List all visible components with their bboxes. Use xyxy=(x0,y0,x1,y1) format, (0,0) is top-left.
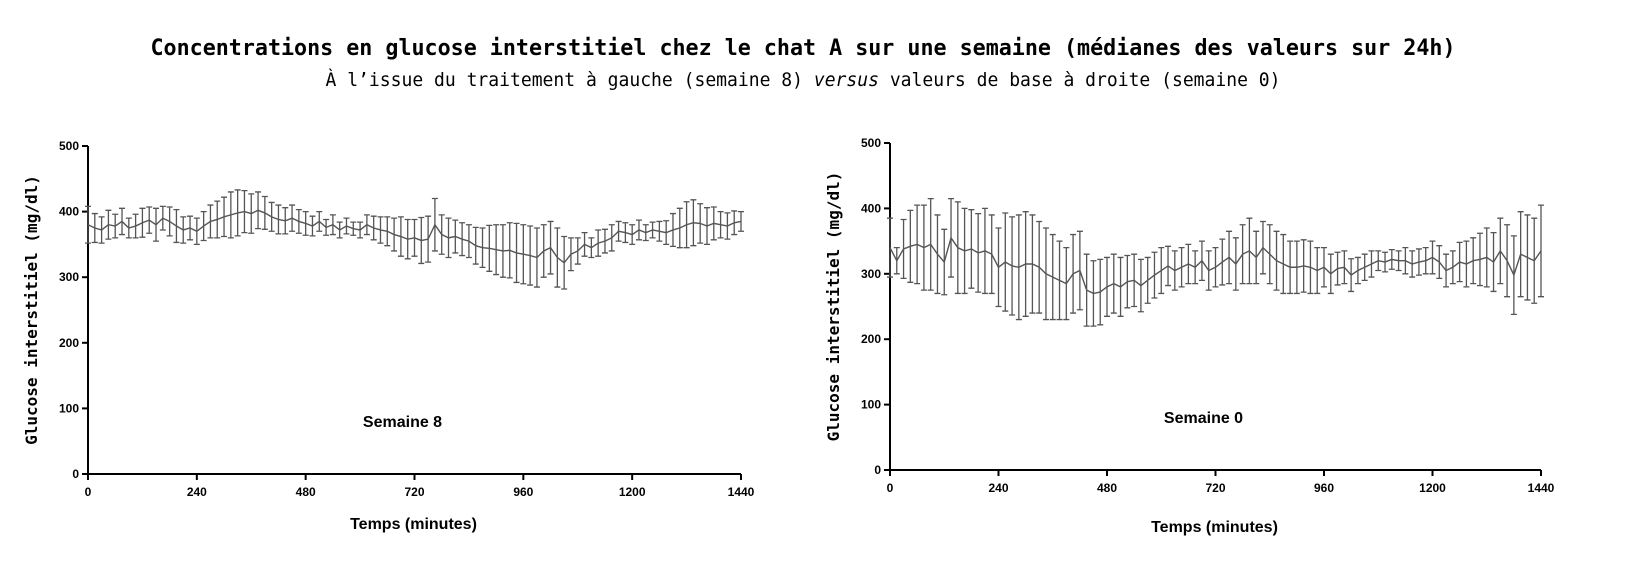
panel: 0 100 200 300 400 500 0 240 480 720 960 1200 1440 Tem… xyxy=(824,136,1555,536)
x-tick-label: 960 xyxy=(1314,481,1334,495)
annotation: Semaine 8 xyxy=(363,414,442,431)
page-title: Concentrations en glucose interstitiel c… xyxy=(151,36,1456,61)
panel: 0 100 200 300 400 500 0 240 480 720 960 1200 1440 Tem… xyxy=(22,139,755,533)
y-tick-label: 200 xyxy=(861,332,881,346)
y-tick-label: 200 xyxy=(59,336,79,350)
y-axis-label: Glucose interstitiel (mg/dl) xyxy=(22,175,41,445)
y-tick-label: 0 xyxy=(72,467,79,481)
x-axis-label: Temps (minutes) xyxy=(350,516,477,533)
y-tick-label: 400 xyxy=(59,205,79,219)
y-axis-label: Glucose interstitiel (mg/dl) xyxy=(824,172,843,442)
y-tick-label: 500 xyxy=(59,139,79,153)
x-axis-label: Temps (minutes) xyxy=(1151,519,1278,536)
x-tick-label: 480 xyxy=(296,485,316,499)
x-tick-label: 1440 xyxy=(728,485,755,499)
subtitle-part: versus xyxy=(814,69,879,91)
y-tick-label: 300 xyxy=(59,270,79,284)
subtitle-part: À l’issue du traitement à gauche (semain… xyxy=(326,68,814,91)
annotation: Semaine 0 xyxy=(1164,410,1243,427)
median-line xyxy=(889,236,1542,295)
x-tick-label: 1200 xyxy=(1419,481,1446,495)
x-tick-label: 720 xyxy=(404,485,424,499)
y-tick-label: 0 xyxy=(874,463,881,477)
subtitle-part: valeurs de base à droite (semaine 0) xyxy=(879,69,1281,91)
y-tick-label: 300 xyxy=(861,267,881,281)
y-tick-label: 500 xyxy=(861,136,881,150)
page-subtitle: À l’issue du traitement à gauche (semain… xyxy=(326,68,1281,91)
y-tick-label: 400 xyxy=(861,201,881,215)
x-tick-label: 240 xyxy=(988,481,1008,495)
x-tick-label: 0 xyxy=(85,485,92,499)
y-tick-label: 100 xyxy=(861,398,881,412)
y-tick-label: 100 xyxy=(59,401,79,415)
x-tick-label: 1440 xyxy=(1528,481,1555,495)
median-line xyxy=(87,209,742,264)
x-tick-label: 480 xyxy=(1097,481,1117,495)
x-tick-label: 0 xyxy=(887,481,894,495)
x-tick-label: 1200 xyxy=(619,485,646,499)
x-tick-label: 960 xyxy=(513,485,533,499)
x-tick-label: 240 xyxy=(187,485,207,499)
x-tick-label: 720 xyxy=(1205,481,1225,495)
